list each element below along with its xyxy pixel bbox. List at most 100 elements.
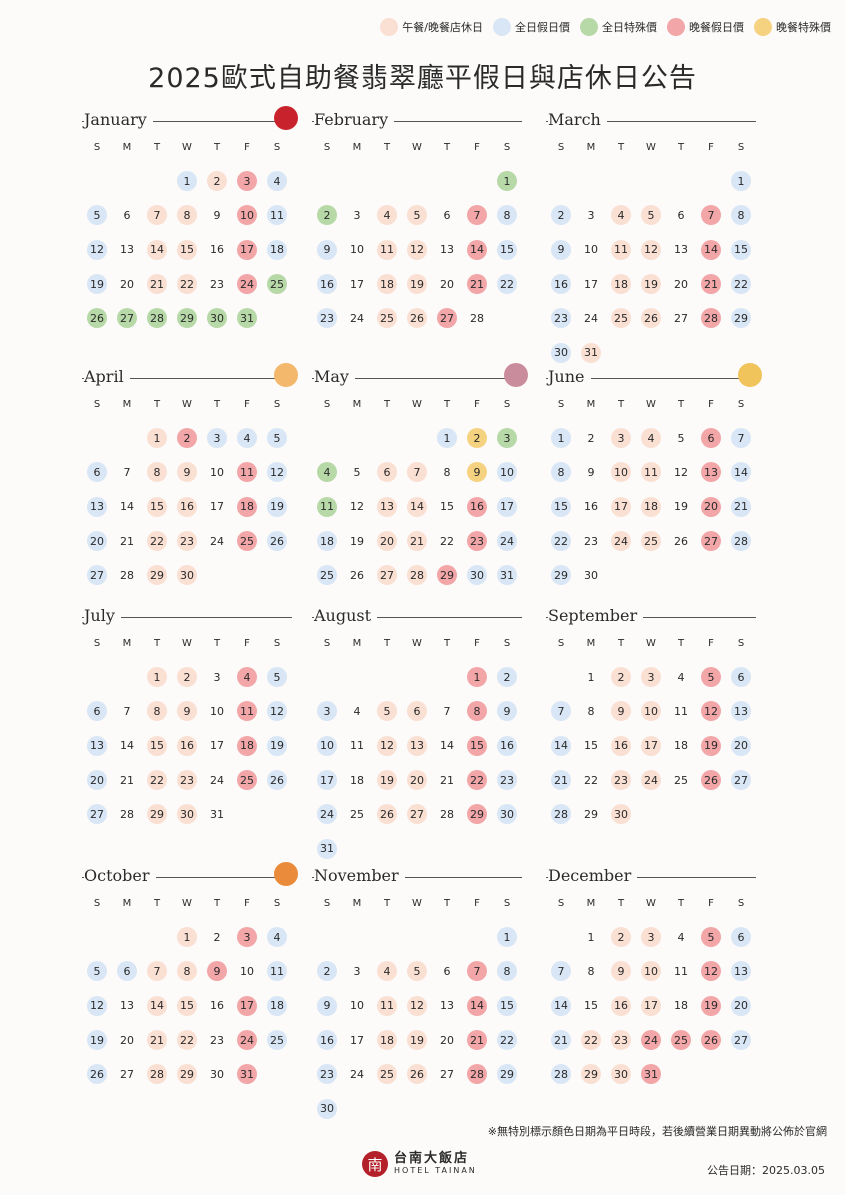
calendar-day: 26 (701, 770, 721, 791)
calendar-day: 26 (87, 1064, 107, 1085)
month-divider (82, 378, 292, 379)
calendar-day: 23 (177, 770, 197, 791)
calendar-day: 9 (497, 701, 517, 722)
calendar-day: 19 (350, 534, 364, 548)
calendar-day: 8 (147, 462, 167, 483)
calendar-day: 22 (731, 274, 751, 295)
weekday-label: F (244, 898, 250, 909)
calendar-day: 24 (497, 531, 517, 552)
calendar-day: 17 (611, 496, 631, 517)
calendar-day: 1 (587, 670, 595, 684)
weekday-label: T (677, 638, 685, 649)
month-name: May (314, 367, 355, 386)
calendar-day: 11 (377, 995, 397, 1016)
cny-stamp-icon (274, 106, 298, 130)
calendar-day: 16 (611, 995, 631, 1016)
calendar-day: 25 (267, 1030, 287, 1051)
calendar-day: 29 (147, 804, 167, 825)
weekday-label: S (503, 142, 511, 153)
calendar-day: 4 (677, 930, 685, 944)
calendar-day: 8 (731, 205, 751, 226)
calendar-day: 23 (611, 770, 631, 791)
weekday-label: T (443, 638, 451, 649)
calendar-day: 19 (701, 995, 721, 1016)
calendar-day: 3 (207, 428, 227, 449)
calendar-day: 6 (677, 208, 685, 222)
calendar-day: 24 (210, 773, 224, 787)
calendar-day: 10 (350, 243, 364, 257)
calendar-day: 18 (641, 496, 661, 517)
calendar-day: 24 (317, 804, 337, 825)
calendar-day: 28 (470, 311, 484, 325)
calendar-day: 15 (147, 496, 167, 517)
calendar-day: 31 (237, 1064, 257, 1085)
calendar-day: 11 (237, 462, 257, 483)
calendar-day: 13 (731, 961, 751, 982)
calendar-day: 11 (350, 739, 364, 753)
calendar-day: 12 (701, 701, 721, 722)
calendar-day: 3 (213, 670, 221, 684)
month-january: January S M T W T F S 1 2 3 4 5 6 7 8 9 10 11 12 13 14 15 16 17 1… (82, 106, 298, 335)
calendar-day: 30 (177, 565, 197, 586)
month-name: June (548, 367, 591, 386)
calendar-day: 24 (641, 1030, 661, 1051)
calendar-day: 21 (147, 274, 167, 295)
calendar-day: 9 (611, 961, 631, 982)
calendar-day: 20 (674, 277, 688, 291)
calendar-day: 1 (497, 927, 517, 948)
weekday-label: S (323, 142, 331, 153)
weekday-label: W (182, 898, 192, 909)
calendar-day: 10 (240, 964, 254, 978)
legend-label: 晚餐假日價 (689, 21, 744, 34)
calendar-day: 30 (177, 804, 197, 825)
calendar-day: 24 (584, 311, 598, 325)
calendar-day: 2 (467, 428, 487, 449)
weekday-label: T (213, 638, 221, 649)
calendar-day: 29 (497, 1064, 517, 1085)
calendar-day: 22 (467, 770, 487, 791)
month-may: May S M T W T F S 1 2 3 4 5 6 7 8 9 10 11 12 13 14 15 16 17 18 19 2… (312, 363, 528, 592)
calendar-day: 10 (584, 243, 598, 257)
logo-chinese-name: 台南大飯店 (394, 1151, 470, 1167)
weekday-label: S (323, 638, 331, 649)
calendar-day: 13 (440, 243, 454, 257)
legend-label: 晚餐特殊價 (776, 21, 831, 34)
calendar-day: 21 (731, 496, 751, 517)
calendar-day: 19 (701, 735, 721, 756)
legend-swatch-icon (580, 18, 598, 36)
calendar-day: 4 (377, 205, 397, 226)
calendar-day: 16 (210, 999, 224, 1013)
calendar-day: 18 (377, 274, 397, 295)
calendar-day: 21 (467, 1030, 487, 1051)
weekday-label: S (93, 399, 101, 410)
legend-item: 晚餐假日價 (667, 18, 744, 36)
calendar-day: 27 (731, 1030, 751, 1051)
calendar-day: 11 (674, 704, 688, 718)
calendar-day: 25 (377, 308, 397, 329)
calendar-day: 4 (377, 961, 397, 982)
calendar-day: 28 (551, 1064, 571, 1085)
calendar-day: 7 (123, 465, 131, 479)
calendar-day: 7 (123, 704, 131, 718)
calendar-day: 22 (147, 531, 167, 552)
weekday-label: S (503, 399, 511, 410)
calendar-day: 14 (467, 239, 487, 260)
calendar-day: 5 (407, 961, 427, 982)
calendar-day: 28 (407, 565, 427, 586)
calendar-day: 27 (437, 308, 457, 329)
weekday-label: M (352, 638, 362, 649)
calendar-day: 2 (317, 205, 337, 226)
calendar-day: 10 (317, 735, 337, 756)
calendar-day: 3 (353, 208, 361, 222)
calendar-day: 24 (611, 531, 631, 552)
calendar-day: 7 (551, 961, 571, 982)
calendar-day: 27 (407, 804, 427, 825)
calendar-day: 23 (467, 531, 487, 552)
weekday-label: W (182, 638, 192, 649)
weekday-label: M (122, 399, 132, 410)
calendar-day: 5 (701, 927, 721, 948)
calendar-day: 30 (497, 804, 517, 825)
calendar-day: 30 (611, 1064, 631, 1085)
calendar-day: 15 (497, 995, 517, 1016)
calendar-day: 20 (440, 1033, 454, 1047)
